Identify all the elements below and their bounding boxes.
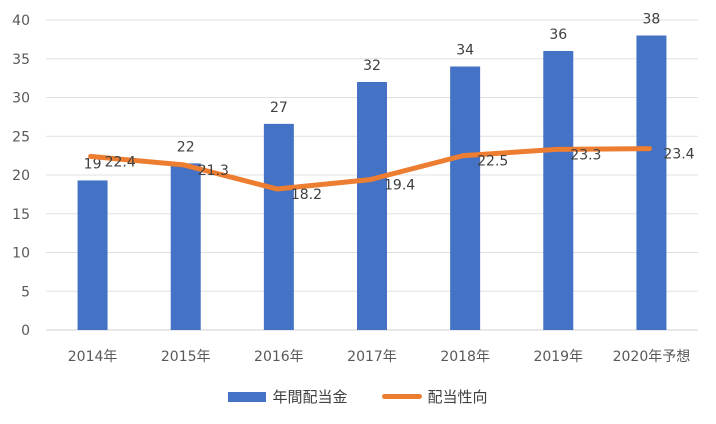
x-axis: 2014年 2015年 2016年 2017年 2018年 2019年 2020年予想	[68, 349, 690, 365]
bar	[170, 163, 201, 330]
line-value-label: 23.4	[663, 147, 694, 163]
bar-value-label: 36	[549, 27, 567, 43]
bar-value-label: 27	[270, 100, 288, 116]
line-series	[88, 146, 652, 192]
bar	[636, 35, 667, 330]
y-tick-label: 10	[12, 246, 30, 262]
y-tick-label: 20	[12, 168, 30, 184]
legend-bar-label: 年間配当金	[272, 388, 348, 406]
line-data-labels: 22.4 21.3 18.2 19.4 22.5 23.3 23.4	[105, 147, 695, 203]
line-value-label: 22.4	[105, 154, 136, 170]
bar-value-label: 32	[363, 58, 381, 74]
x-tick-label: 2015年	[161, 349, 211, 365]
y-axis: 0 5 10 15 20 25 30 35 40	[12, 13, 30, 339]
x-tick-label: 2020年予想	[613, 349, 691, 365]
line-value-label: 23.3	[570, 147, 601, 163]
legend-line-swatch	[381, 394, 422, 399]
y-tick-label: 35	[12, 52, 30, 68]
bar-series	[77, 35, 667, 330]
line-value-label: 21.3	[198, 163, 229, 179]
line-value-label: 18.2	[291, 187, 322, 203]
bar-value-label: 22	[177, 139, 195, 155]
x-tick-label: 2014年	[68, 349, 118, 365]
bar-data-labels: 19 22 27 32 34 36 38	[84, 12, 661, 173]
y-tick-label: 0	[21, 323, 30, 339]
x-tick-label: 2019年	[533, 349, 583, 365]
y-tick-label: 30	[12, 91, 30, 107]
bar	[77, 180, 108, 330]
x-tick-label: 2016年	[254, 349, 304, 365]
y-tick-label: 5	[21, 284, 30, 300]
bar	[357, 82, 387, 330]
x-tick-label: 2018年	[440, 349, 490, 365]
y-tick-label: 40	[12, 13, 30, 29]
bar	[450, 66, 481, 330]
legend-bar-swatch	[228, 391, 267, 402]
legend-item-line: 配当性向	[381, 386, 488, 407]
legend-item-bar: 年間配当金	[228, 386, 348, 407]
legend-line-label: 配当性向	[427, 388, 488, 406]
bar-value-label: 19	[84, 156, 102, 172]
x-tick-label: 2017年	[347, 349, 397, 365]
legend: 年間配当金 配当性向	[0, 386, 716, 407]
bar	[543, 51, 574, 330]
line-path	[88, 146, 652, 192]
bar	[263, 123, 294, 330]
y-tick-label: 25	[12, 129, 30, 145]
bar-value-label: 38	[643, 12, 661, 28]
bar-value-label: 34	[456, 43, 474, 59]
line-value-label: 22.5	[477, 154, 508, 170]
y-tick-label: 15	[12, 207, 30, 223]
line-value-label: 19.4	[384, 178, 415, 194]
